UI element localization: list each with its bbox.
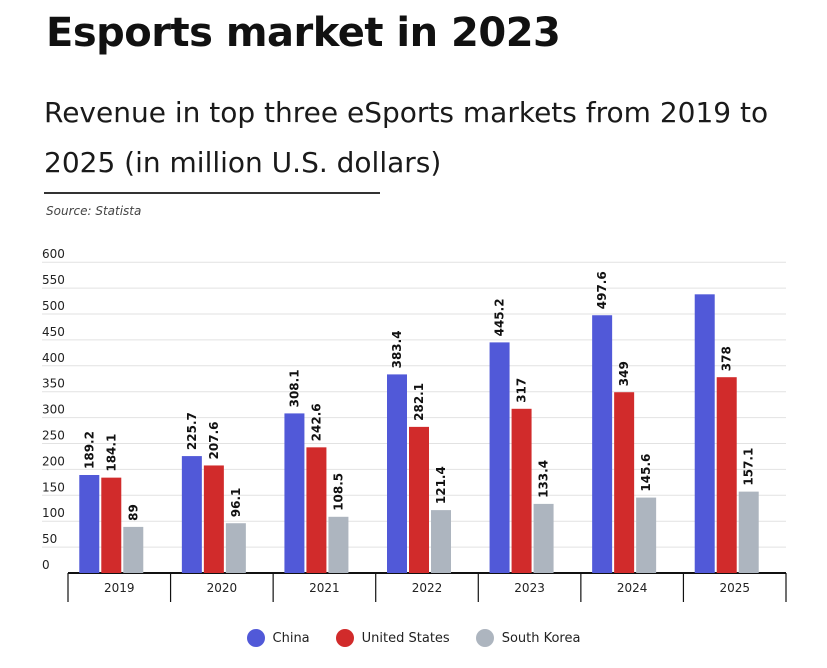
bar-united-states [203,465,224,573]
legend-swatch [475,629,494,647]
bar-united-states [409,426,429,573]
data-label: 133.4 [537,460,551,498]
legend-label: United States [361,630,450,646]
x-tick-label: 2023 [514,581,545,595]
y-tick-label: 550 [42,273,65,287]
legend-swatch [335,629,354,647]
bar-united-states [511,408,532,573]
data-label: 282.1 [412,383,426,421]
data-label: 121.4 [434,466,448,504]
source-note: Source: Statista [46,204,142,218]
data-label: 242.6 [309,403,323,441]
bar-united-states [716,377,737,573]
legend: China United States South Korea [0,629,827,647]
y-tick-label: 350 [42,377,65,391]
x-tick-label: 2021 [309,581,340,595]
bar-chart: 0 50 100 150 200 250 300 350 400 450 500 550 600 2019… [42,247,787,602]
x-tick-label: 2019 [104,581,135,595]
data-label: 378 [720,346,734,371]
bar-china [284,413,305,573]
y-tick-label: 50 [42,532,57,546]
y-tick-label: 450 [42,325,65,339]
data-label: 308.1 [287,369,301,407]
data-label: 96.1 [229,488,243,518]
data-label: 89 [126,504,140,521]
bar-china [694,294,715,573]
x-tick-label: 2022 [412,581,443,595]
y-tick-label: 250 [42,429,65,443]
y-tick-label: 100 [42,506,65,520]
bar-united-states [101,477,122,573]
bar-south-korea [328,516,349,573]
chart-subtitle: Revenue in top three eSports markets fro… [44,96,769,179]
y-tick-label: 600 [42,247,65,261]
legend-label: China [272,630,310,646]
legend-item: South Korea [475,629,581,647]
chart-title: Esports market in 2023 [46,10,561,56]
legend-swatch [246,629,265,647]
data-label: 349 [617,361,631,386]
legend-item: China [246,629,310,647]
data-label: 497.6 [595,271,609,309]
x-tick-label: 2025 [719,581,750,595]
data-label: 157.1 [742,448,756,486]
data-label: 445.2 [493,298,507,336]
bar-south-korea [636,497,657,573]
title-divider [44,192,380,194]
bar-china [181,456,202,573]
data-label: 108.5 [331,473,345,511]
data-label: 189.2 [82,431,96,469]
y-tick-label: 500 [42,299,65,313]
bar-china [489,342,510,573]
y-tick-label: 400 [42,351,65,365]
bar-united-states [614,392,635,573]
y-tick-label: 0 [42,558,50,572]
bar-south-korea [225,523,246,573]
data-label: 317 [515,378,529,403]
bar-south-korea [123,526,144,573]
y-tick-label: 200 [42,454,65,468]
bar-south-korea [431,510,451,573]
data-label: 184.1 [104,434,118,472]
bar-china [592,315,613,573]
bar-china [79,474,100,573]
bar-south-korea [738,491,759,573]
data-label: 383.4 [390,330,404,368]
legend-label: South Korea [501,630,581,646]
data-label: 207.6 [207,421,221,459]
legend-item: United States [335,629,450,647]
y-tick-label: 300 [42,403,65,417]
bar-united-states [306,447,327,573]
bar-south-korea [533,503,554,573]
x-tick-label: 2024 [617,581,648,595]
x-tick-label: 2020 [207,581,238,595]
bar-china [387,374,407,573]
data-label: 145.6 [639,454,653,492]
data-label: 225.7 [185,412,199,450]
y-tick-label: 150 [42,480,65,494]
